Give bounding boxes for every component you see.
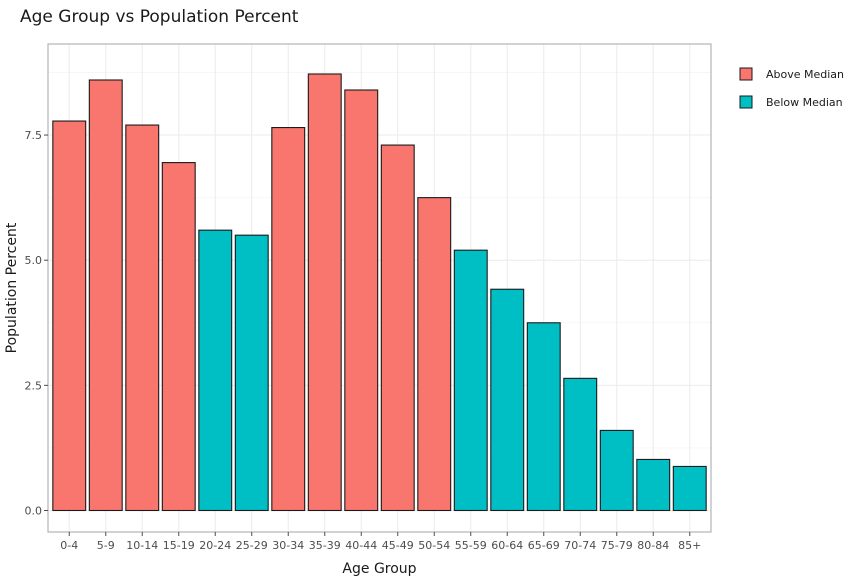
x-tick-label: 35-39 (309, 539, 341, 552)
bar (234, 234, 269, 512)
bar (344, 89, 379, 512)
x-tick-label: 5-9 (97, 539, 115, 552)
x-tick-label: 40-44 (345, 539, 377, 552)
x-tick-label: 65-69 (528, 539, 560, 552)
bar (417, 197, 452, 512)
y-tick-label: 7.5 (25, 129, 43, 142)
bar (672, 465, 707, 512)
legend-swatch (739, 67, 753, 81)
bar (380, 144, 415, 512)
x-tick-label: 75-79 (601, 539, 633, 552)
y-tick-label: 2.5 (25, 379, 43, 392)
bar (526, 322, 561, 512)
legend-swatch (739, 95, 753, 109)
bar (125, 124, 160, 512)
chart-title: Age Group vs Population Percent (20, 7, 299, 27)
y-tick-label: 0.0 (25, 505, 43, 518)
bar-layer (52, 73, 707, 512)
x-tick-label: 10-14 (126, 539, 158, 552)
bar (490, 288, 525, 512)
bar (307, 73, 342, 512)
bar (161, 162, 196, 512)
bar (453, 249, 488, 512)
y-axis-ticks: 0.0 2.5 5.0 7.5 (25, 129, 48, 518)
x-axis-ticks: 0-4 5-9 10-14 15-19 20-24 25-29 30-34 35-39 40-4… (60, 532, 701, 552)
bar (52, 120, 87, 512)
bar (636, 458, 671, 512)
bar (198, 229, 233, 512)
legend-label: Below Median (766, 96, 843, 109)
x-tick-label: 85+ (678, 539, 701, 552)
x-tick-label: 15-19 (163, 539, 195, 552)
x-tick-label: 50-54 (418, 539, 450, 552)
plot-frame (47, 43, 712, 533)
bar (271, 127, 306, 512)
x-tick-label: 45-49 (382, 539, 414, 552)
x-tick-label: 60-64 (491, 539, 523, 552)
bar (599, 429, 634, 512)
bar (563, 377, 598, 512)
bar (88, 79, 123, 512)
x-tick-label: 20-24 (199, 539, 231, 552)
x-tick-label: 80-84 (637, 539, 669, 552)
x-tick-label: 70-74 (564, 539, 596, 552)
y-axis-title: Population Percent (4, 222, 20, 353)
x-tick-label: 30-34 (272, 539, 304, 552)
legend: Above Median Below Median (739, 67, 844, 109)
legend-label: Above Median (766, 68, 844, 81)
x-axis-title: Age Group (342, 561, 416, 576)
x-tick-label: 0-4 (60, 539, 78, 552)
x-tick-label: 55-59 (455, 539, 487, 552)
y-tick-label: 5.0 (25, 254, 43, 267)
x-tick-label: 25-29 (236, 539, 268, 552)
